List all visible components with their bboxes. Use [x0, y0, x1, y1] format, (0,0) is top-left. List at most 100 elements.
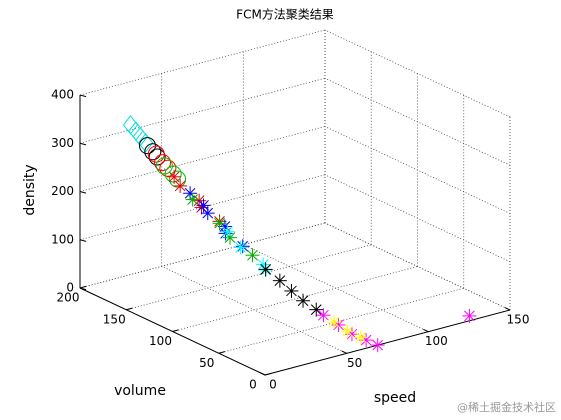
- point: [183, 186, 198, 201]
- marker-shape: [137, 133, 154, 153]
- marker-stroke: [318, 309, 329, 321]
- marker-shape: [122, 115, 139, 135]
- x-tick: [341, 350, 347, 354]
- marker-stroke: [260, 264, 272, 275]
- y-axis-label: volume: [114, 383, 166, 399]
- x-axis-label: speed: [374, 390, 416, 406]
- point: [147, 145, 165, 163]
- grid-line: [324, 222, 511, 311]
- point: [167, 169, 182, 184]
- z-tick: [79, 191, 87, 194]
- point: [200, 206, 215, 221]
- z-tick-label: 0: [66, 281, 74, 295]
- y-tick-label: 50: [199, 356, 214, 370]
- point: [296, 293, 311, 308]
- point: [196, 198, 211, 213]
- point: [137, 133, 154, 153]
- point: [272, 273, 287, 288]
- x-tick-label: 0: [269, 378, 277, 392]
- z-tick: [79, 287, 87, 291]
- grid-line: [218, 287, 464, 354]
- point: [164, 165, 182, 183]
- z-tick: [79, 142, 87, 146]
- grid-line: [172, 266, 418, 332]
- marker-stroke: [333, 319, 344, 331]
- marker-stroke: [222, 226, 234, 238]
- marker-stroke: [286, 285, 297, 297]
- marker-stroke: [187, 194, 199, 205]
- marker-stroke: [168, 171, 180, 183]
- z-tick-label: 200: [51, 184, 74, 198]
- marker-stroke: [346, 328, 358, 340]
- marker-shape: [164, 165, 182, 183]
- marker-stroke: [355, 332, 367, 343]
- point: [173, 178, 188, 193]
- grid-line: [79, 126, 326, 192]
- point: [462, 308, 477, 323]
- marker-stroke: [247, 249, 258, 261]
- marker-shape: [144, 143, 162, 161]
- x-tick-label: 150: [507, 313, 530, 327]
- marker-stroke: [224, 232, 236, 243]
- z-tick: [79, 94, 87, 98]
- point: [223, 230, 237, 245]
- marker-stroke: [310, 304, 322, 315]
- marker-stroke: [198, 200, 209, 211]
- marker-shape: [147, 145, 165, 163]
- y-tick-label: 150: [103, 312, 126, 326]
- marker-stroke: [174, 180, 186, 192]
- point: [235, 239, 250, 254]
- marker-stroke: [274, 275, 286, 287]
- z-axis-label: density: [22, 164, 38, 215]
- marker-shape: [128, 121, 144, 141]
- x-tick: [423, 328, 429, 333]
- chart-title: FCM方法聚类结果: [236, 7, 334, 22]
- point: [359, 333, 374, 348]
- grid-line: [79, 29, 326, 96]
- y-tick: [218, 351, 225, 354]
- point: [245, 248, 260, 263]
- point: [220, 224, 235, 239]
- point: [370, 338, 385, 353]
- marker-stroke: [202, 207, 214, 219]
- x-tick: [504, 307, 511, 311]
- marker-stroke: [360, 334, 372, 346]
- marker-stroke: [235, 242, 247, 253]
- point: [144, 143, 162, 161]
- z-tick-label: 300: [51, 136, 74, 150]
- x-tick-label: 100: [425, 334, 448, 348]
- y-tick: [126, 307, 133, 311]
- y-tick-label: 100: [149, 334, 172, 348]
- marker-stroke: [372, 339, 384, 351]
- point: [138, 137, 156, 155]
- point: [169, 170, 187, 188]
- marker-stroke: [464, 310, 475, 322]
- x-tick: [259, 372, 266, 376]
- point: [233, 240, 248, 255]
- point: [258, 262, 273, 277]
- point: [353, 330, 368, 345]
- marker-shape: [169, 170, 187, 188]
- marker-stroke: [328, 316, 340, 328]
- point: [154, 154, 172, 172]
- z-tick-label: 400: [51, 88, 74, 102]
- marker-shape: [138, 137, 156, 155]
- marker-stroke: [237, 240, 249, 252]
- grid-line: [324, 77, 511, 166]
- grid-line: [324, 126, 511, 214]
- grid-line: [79, 77, 326, 144]
- point: [128, 121, 144, 141]
- marker-stroke: [257, 259, 269, 270]
- marker-stroke: [342, 326, 353, 337]
- y-tick-label: 0: [249, 378, 257, 392]
- marker-shape: [154, 154, 172, 172]
- point: [284, 283, 299, 298]
- y-tick: [264, 372, 272, 376]
- y-tick-label: 200: [57, 291, 80, 305]
- y-tick: [79, 285, 87, 289]
- grid-line: [79, 222, 326, 289]
- grid-line: [324, 29, 511, 118]
- z-tick: [79, 239, 87, 242]
- marker-stroke: [297, 295, 309, 307]
